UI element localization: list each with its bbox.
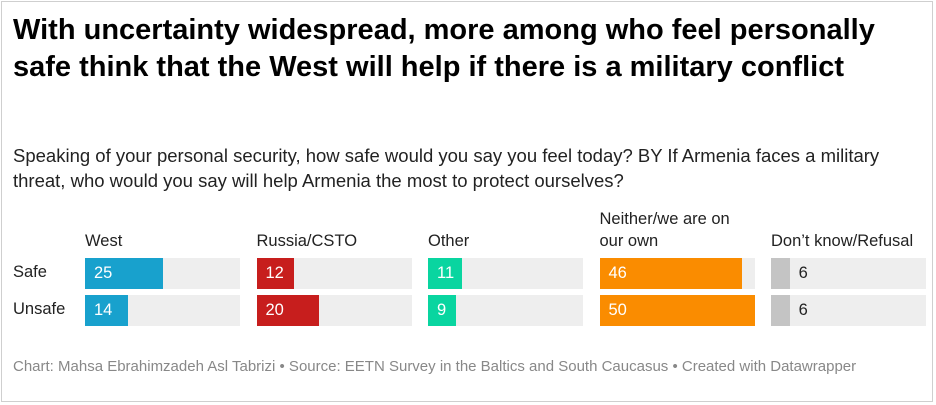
bar <box>599 258 743 289</box>
column-header: Neither/we are on our own <box>599 210 730 250</box>
bar <box>771 258 790 289</box>
bar-track: 11 <box>428 258 583 289</box>
data-label: 50 <box>608 301 627 319</box>
data-label: 11 <box>437 264 455 282</box>
bar <box>428 258 463 289</box>
bar-track: 20 <box>256 295 412 326</box>
bar <box>256 258 294 289</box>
column-header: Don’t know/Refusal <box>771 232 914 250</box>
column-header: Russia/CSTO <box>256 232 358 250</box>
bar-track: 50 <box>599 295 755 326</box>
column-header: Other <box>428 232 470 250</box>
data-label: 12 <box>265 264 284 282</box>
bar <box>256 295 319 326</box>
bar-track: 46 <box>599 258 755 289</box>
bar-track: 14 <box>85 295 240 326</box>
bar-track: 6 <box>771 295 926 326</box>
data-label: 14 <box>94 301 113 319</box>
bar <box>428 295 456 326</box>
chart-subtitle: Speaking of your personal security, how … <box>13 145 880 191</box>
data-label: 6 <box>798 264 808 282</box>
chart-footer: Chart: Mahsa Ebrahimzadeh Asl Tabrizi • … <box>13 358 857 375</box>
data-label: 20 <box>265 301 284 319</box>
row-label: Unsafe <box>13 300 66 318</box>
bar <box>85 295 129 326</box>
data-label: 46 <box>608 264 627 282</box>
chart-title: With uncertainty widespread, more among … <box>13 14 875 83</box>
bar <box>771 295 790 326</box>
bar <box>85 258 163 289</box>
bar-track: 9 <box>428 295 583 326</box>
data-label: 9 <box>437 301 447 319</box>
bar-track: 25 <box>85 258 240 289</box>
bar-track: 6 <box>771 258 926 289</box>
row-label: Safe <box>13 263 47 281</box>
bar-track: 12 <box>256 258 412 289</box>
data-label: 6 <box>798 301 808 319</box>
bar <box>599 295 755 326</box>
data-label: 25 <box>94 264 113 282</box>
column-header: West <box>85 232 123 250</box>
